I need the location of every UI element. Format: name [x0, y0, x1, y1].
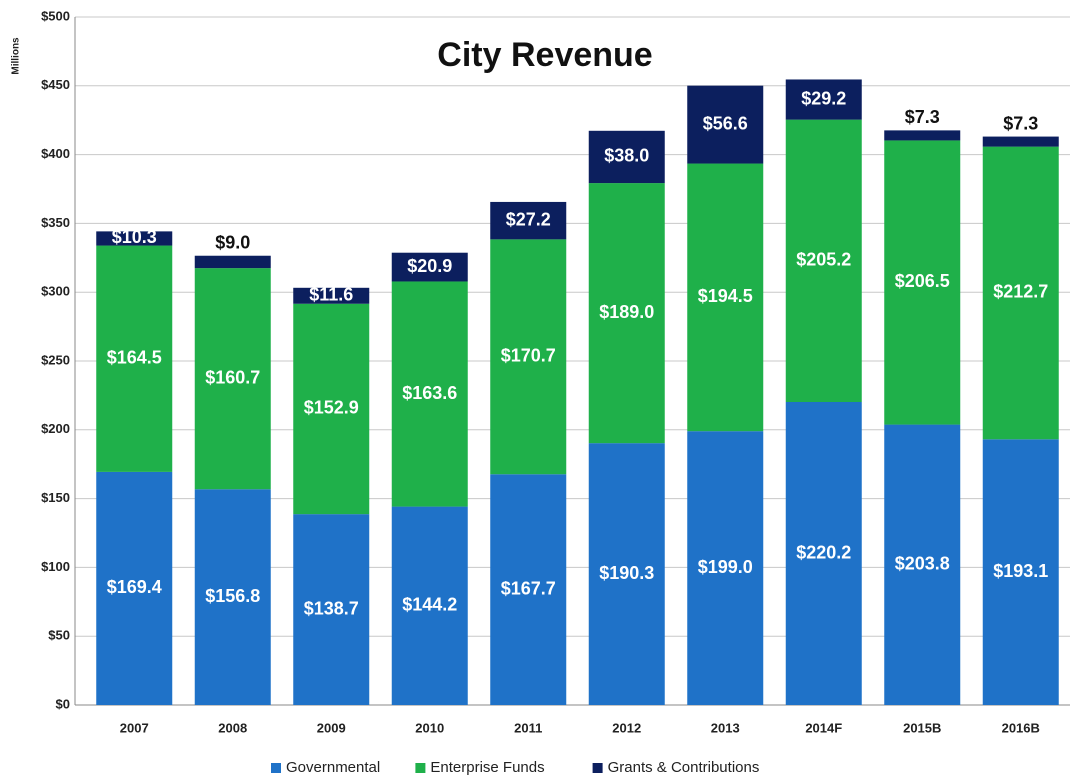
data-label: $29.2: [801, 88, 846, 108]
data-label: $163.6: [402, 383, 457, 403]
data-label: $169.4: [107, 577, 162, 597]
x-tick-label: 2008: [218, 720, 247, 735]
y-tick-label: $200: [41, 421, 70, 436]
data-label: $20.9: [407, 256, 452, 276]
data-label: $164.5: [107, 347, 162, 367]
bar-segment: [982, 146, 1059, 440]
bar-segment: [490, 239, 567, 475]
legend-swatch: [415, 763, 426, 773]
y-tick-label: $350: [41, 215, 70, 230]
bar-segment: [96, 471, 173, 705]
y-tick-label: $150: [41, 490, 70, 505]
x-tick-label: 2014F: [805, 720, 842, 735]
bar-segment: [687, 431, 764, 705]
data-label: $156.8: [205, 586, 260, 606]
data-label: $212.7: [993, 282, 1048, 302]
y-tick-label: $300: [41, 284, 70, 299]
legend-label: Governmental: [286, 759, 380, 776]
bar-segment: [194, 489, 271, 705]
bar-segment: [490, 474, 567, 705]
bar-segment: [884, 424, 961, 705]
x-tick-label: 2012: [612, 720, 641, 735]
bar-segment: [785, 402, 862, 705]
x-tick-label: 2016B: [1002, 720, 1040, 735]
y-tick-label: $450: [41, 77, 70, 92]
x-tick-label: 2009: [317, 720, 346, 735]
data-label: $199.0: [698, 557, 753, 577]
data-label: $9.0: [215, 232, 250, 252]
data-label: $220.2: [796, 542, 851, 562]
chart-title: City Revenue: [437, 36, 652, 74]
x-tick-label: 2013: [711, 720, 740, 735]
data-label: $167.7: [501, 578, 556, 598]
data-label: $138.7: [304, 598, 359, 618]
data-label: $11.6: [309, 285, 353, 305]
bar-segment: [785, 79, 862, 120]
bar-segment: [490, 201, 567, 240]
data-label: $190.3: [599, 563, 654, 583]
data-label: $205.2: [796, 250, 851, 270]
bar-segment: [96, 245, 173, 472]
y-tick-label: $100: [41, 559, 70, 574]
bar-segment: [982, 136, 1059, 147]
data-label: $27.2: [506, 209, 551, 229]
bar-segment: [194, 255, 271, 269]
data-label: $189.0: [599, 302, 654, 322]
bar-segment: [391, 252, 468, 282]
x-tick-label: 2010: [415, 720, 444, 735]
legend-label: Enterprise Funds: [430, 759, 544, 776]
data-label: $206.5: [895, 271, 950, 291]
bar-segment: [293, 287, 370, 304]
y-tick-label: $400: [41, 146, 70, 161]
legend-swatch: [592, 763, 603, 773]
y-tick-label: $0: [56, 696, 70, 711]
y-tick-label: $250: [41, 352, 70, 367]
data-label: $144.2: [402, 595, 457, 615]
bar-segment: [96, 231, 173, 246]
x-tick-label: 2011: [514, 720, 542, 735]
data-label: $160.7: [205, 367, 260, 387]
bar-segment: [687, 85, 764, 164]
data-label: $7.3: [905, 107, 940, 127]
legend-swatch: [271, 763, 281, 773]
x-tick-label: 2015B: [903, 720, 941, 735]
legend-label: Grants & Contributions: [608, 759, 760, 776]
bar-segment: [194, 268, 271, 490]
bar-segment: [884, 140, 961, 425]
bar-segment: [293, 514, 370, 705]
bar-segment: [293, 303, 370, 515]
bar-segment: [588, 443, 665, 705]
data-label: $7.3: [1003, 113, 1038, 133]
bar-segment: [588, 183, 665, 444]
data-label: $56.6: [703, 113, 748, 133]
y-tick-label: $50: [48, 628, 70, 643]
data-label: $10.3: [112, 227, 157, 247]
bar-segment: [785, 119, 862, 403]
data-label: $170.7: [501, 346, 556, 366]
bar-segment: [391, 281, 468, 507]
x-tick-label: 2007: [120, 720, 149, 735]
data-label: $193.1: [993, 561, 1048, 581]
bar-segment: [884, 130, 961, 141]
bar-segment: [588, 130, 665, 184]
y-axis-label: Millions: [11, 37, 22, 75]
bar-segment: [391, 506, 468, 705]
data-label: $152.9: [304, 398, 359, 418]
data-label: $38.0: [604, 146, 649, 166]
bar-segment: [982, 439, 1059, 705]
bar-segment: [687, 163, 764, 432]
y-tick-label: $500: [41, 8, 70, 23]
data-label: $203.8: [895, 554, 950, 574]
data-label: $194.5: [698, 286, 753, 306]
